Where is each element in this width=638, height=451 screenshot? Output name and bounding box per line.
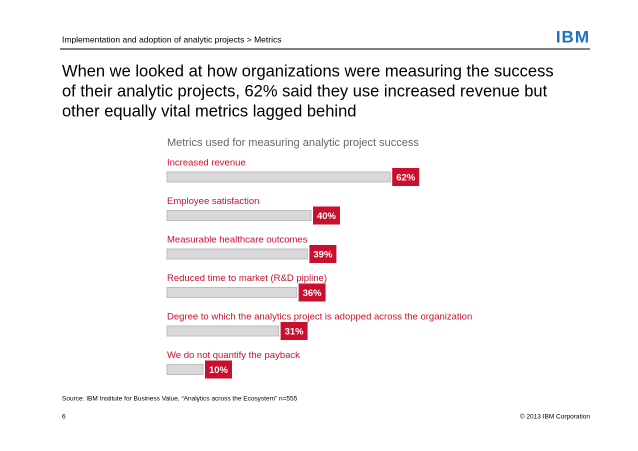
headline: of their analytic projects, 62% said the… bbox=[62, 82, 548, 100]
page-number: 6 bbox=[62, 414, 66, 421]
value-box bbox=[309, 245, 337, 263]
bar bbox=[166, 364, 204, 375]
value-box bbox=[313, 206, 340, 225]
value-box bbox=[392, 168, 420, 186]
value-label: 31% bbox=[285, 327, 305, 338]
value-box bbox=[205, 360, 232, 379]
chart-title: Metrics used for measuring analytic proj… bbox=[167, 137, 419, 149]
value-box bbox=[298, 283, 326, 302]
value-label: 40% bbox=[317, 211, 337, 222]
bar bbox=[166, 210, 312, 221]
bar bbox=[166, 325, 280, 337]
category-label: Increased revenue bbox=[167, 158, 246, 169]
headline: When we looked at how organizations were… bbox=[62, 62, 554, 80]
bar bbox=[166, 248, 308, 260]
value-label: 62% bbox=[396, 173, 416, 184]
bar bbox=[166, 287, 298, 298]
value-label: 10% bbox=[209, 365, 229, 376]
value-label: 36% bbox=[303, 288, 323, 299]
value-label: 39% bbox=[313, 250, 333, 261]
category-label: Measurable healthcare outcomes bbox=[167, 235, 308, 246]
headline: other equally vital metrics lagged behin… bbox=[62, 102, 356, 120]
source: Source: IBM Institute for Business Value… bbox=[62, 396, 298, 403]
bar bbox=[166, 171, 391, 183]
logo: IBM bbox=[556, 27, 590, 46]
category-label: We do not quantify the payback bbox=[167, 350, 300, 361]
breadcrumb: Implementation and adoption of analytic … bbox=[62, 34, 281, 44]
category-label: Degree to which the analytics project is… bbox=[167, 312, 472, 323]
category-label: Employee satisfaction bbox=[167, 196, 259, 207]
category-label: Reduced time to market (R&D pipline) bbox=[167, 273, 327, 284]
value-box bbox=[280, 322, 308, 340]
copyright: © 2013 IBM Corporation bbox=[520, 413, 591, 421]
